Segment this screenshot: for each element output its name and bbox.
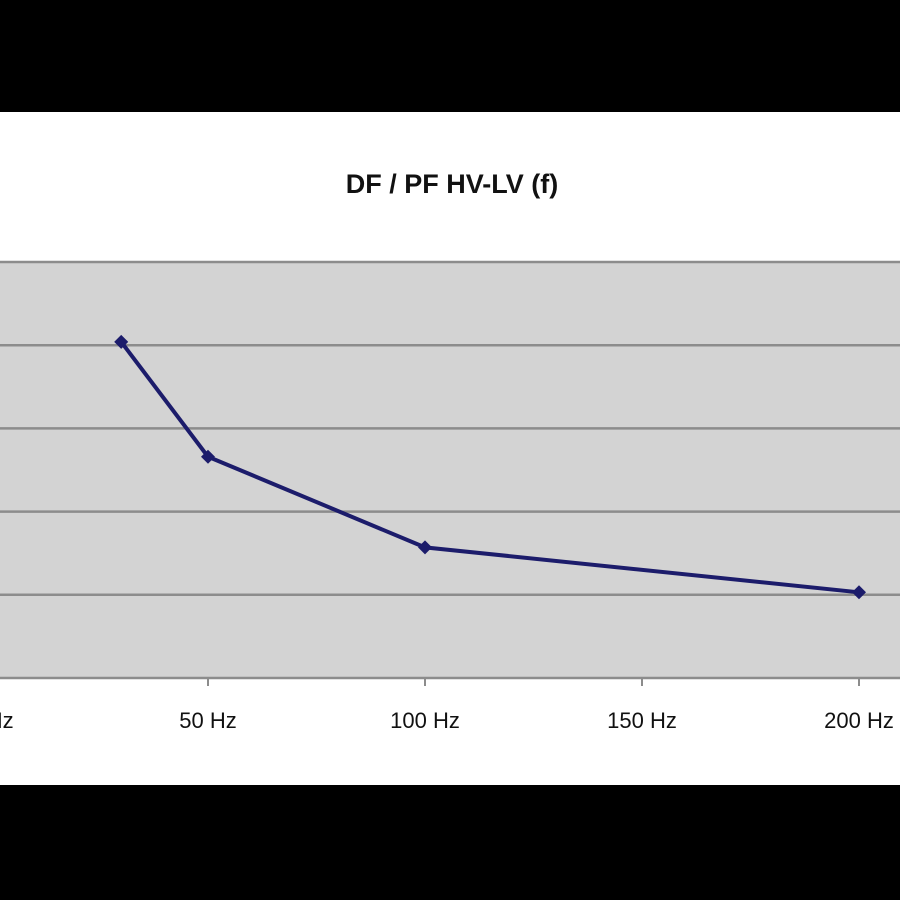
chart-title: DF / PF HV-LV (f) — [346, 169, 558, 199]
point-marker — [852, 585, 866, 600]
x-tick-label: 150 Hz — [607, 708, 677, 733]
x-tick-label: 200 Hz — [824, 708, 894, 733]
point-marker — [418, 540, 432, 555]
x-tick-label: 50 Hz — [179, 708, 236, 733]
point-marker — [201, 449, 215, 464]
plot-area — [0, 262, 900, 678]
point-marker — [114, 334, 129, 349]
series-line — [119, 340, 860, 595]
x-tick-label: 0 Hz — [0, 708, 14, 733]
x-tick-label: 100 Hz — [390, 708, 460, 733]
